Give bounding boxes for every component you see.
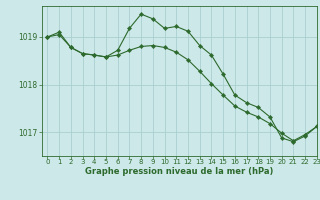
X-axis label: Graphe pression niveau de la mer (hPa): Graphe pression niveau de la mer (hPa) xyxy=(85,167,273,176)
